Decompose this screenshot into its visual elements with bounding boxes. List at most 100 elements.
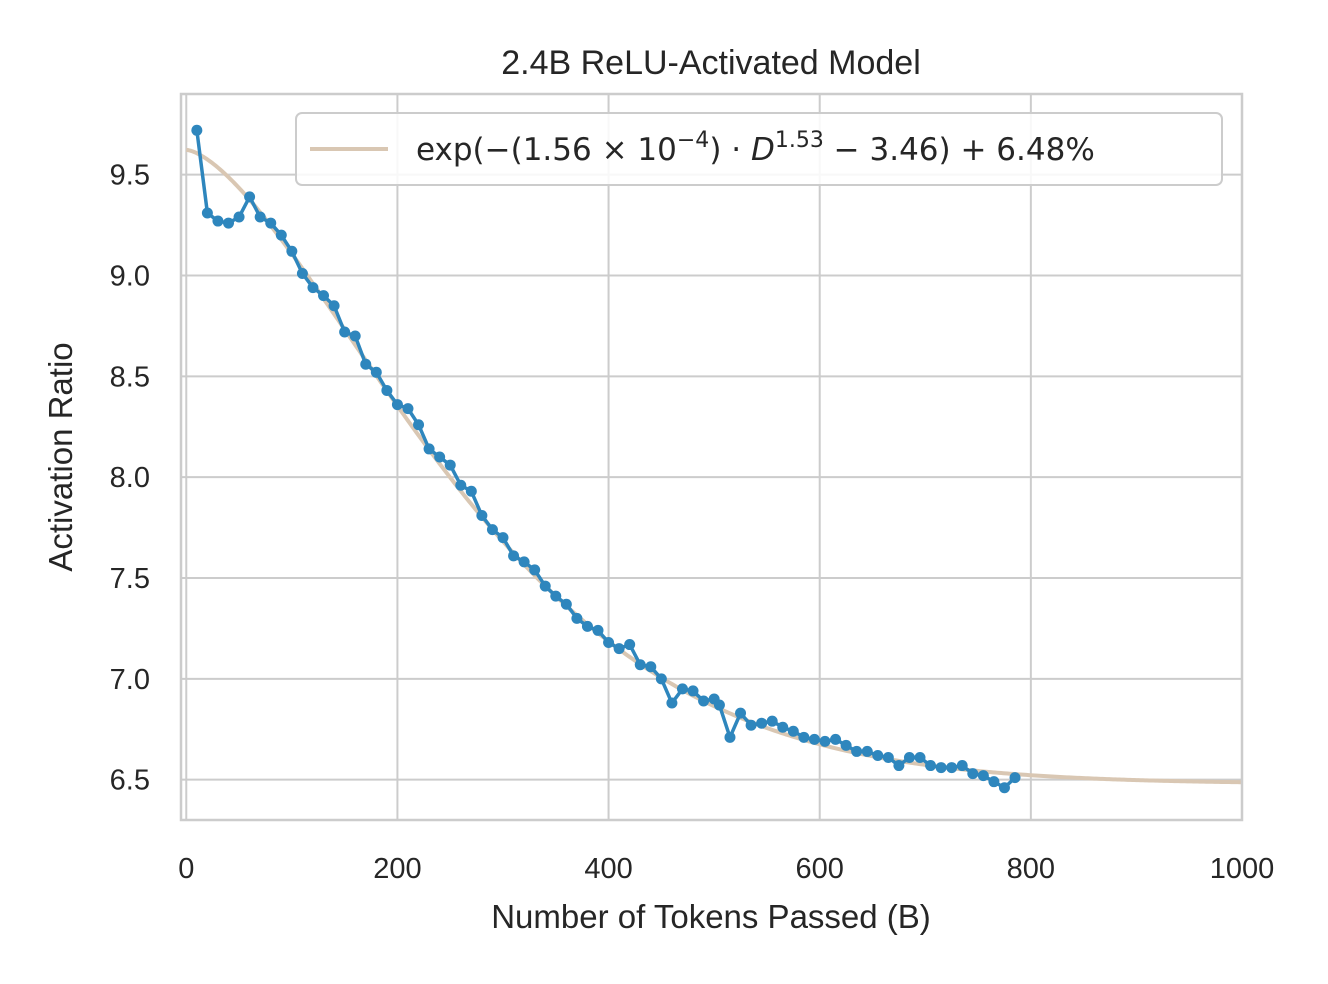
observed-point bbox=[676, 683, 688, 695]
observed-point bbox=[244, 191, 256, 203]
observed-point bbox=[212, 215, 224, 227]
observed-point bbox=[201, 207, 213, 219]
x-tick-label: 200 bbox=[373, 853, 421, 885]
observed-point bbox=[766, 715, 778, 727]
observed-point bbox=[903, 751, 915, 763]
legend: exp(−(1.56 × 10−4) · D1.53 − 3.46) + 6.4… bbox=[295, 112, 1223, 186]
observed-point bbox=[476, 509, 488, 521]
observed-point bbox=[455, 479, 467, 491]
observed-point bbox=[254, 211, 266, 223]
legend-formula-exponent-2: 1.53 bbox=[775, 128, 824, 153]
observed-point bbox=[318, 290, 330, 302]
observed-series-layer bbox=[191, 124, 1021, 794]
observed-point bbox=[956, 760, 968, 772]
y-tick-label: 7.0 bbox=[110, 664, 150, 696]
x-tick-label: 600 bbox=[796, 853, 844, 885]
y-tick-label: 8.5 bbox=[110, 361, 150, 393]
observed-point bbox=[265, 217, 277, 229]
x-axis-ticks: 0 200 400 600 800 1000 bbox=[178, 853, 1274, 885]
observed-point bbox=[787, 725, 799, 737]
observed-point bbox=[967, 768, 979, 780]
observed-point bbox=[465, 485, 477, 497]
observed-point bbox=[423, 443, 435, 455]
observed-point bbox=[1009, 772, 1021, 784]
observed-point bbox=[328, 300, 340, 312]
observed-point bbox=[307, 282, 319, 294]
observed-point bbox=[233, 211, 245, 223]
observed-point bbox=[360, 358, 372, 370]
observed-point bbox=[687, 685, 699, 697]
observed-point bbox=[339, 326, 351, 338]
x-tick-label: 0 bbox=[178, 853, 194, 885]
observed-point bbox=[381, 384, 393, 396]
legend-formula-prefix: exp(−(1.56 × 10 bbox=[416, 132, 677, 168]
observed-point bbox=[286, 245, 298, 257]
observed-point bbox=[882, 751, 894, 763]
x-tick-label: 1000 bbox=[1210, 853, 1275, 885]
y-tick-label: 9.0 bbox=[110, 261, 150, 293]
legend-formula-exponent-1: −4 bbox=[677, 128, 709, 153]
observed-point bbox=[349, 330, 361, 342]
observed-point bbox=[998, 782, 1010, 794]
observed-point bbox=[539, 580, 551, 592]
observed-point bbox=[518, 556, 530, 568]
legend-formula-variable: D bbox=[751, 132, 775, 168]
observed-point bbox=[840, 739, 852, 751]
observed-point bbox=[756, 717, 768, 729]
observed-point bbox=[713, 699, 725, 711]
observed-point bbox=[486, 524, 498, 536]
observed-point bbox=[550, 590, 562, 602]
legend-box bbox=[295, 112, 1223, 186]
legend-formula-suffix: − 3.46) + 6.48% bbox=[824, 132, 1095, 168]
observed-point bbox=[935, 762, 947, 774]
observed-point bbox=[402, 403, 414, 415]
observed-point bbox=[592, 624, 604, 636]
observed-point bbox=[508, 550, 520, 562]
y-tick-label: 6.5 bbox=[110, 765, 150, 797]
plot-frame bbox=[179, 92, 1244, 822]
observed-point bbox=[735, 707, 747, 719]
y-tick-label: 7.5 bbox=[110, 563, 150, 595]
y-axis-title: Activation Ratio bbox=[42, 342, 79, 571]
x-tick-label: 800 bbox=[1007, 853, 1055, 885]
observed-point bbox=[560, 598, 572, 610]
observed-point bbox=[296, 267, 308, 279]
observed-point bbox=[977, 770, 989, 782]
observed-point bbox=[223, 217, 235, 229]
observed-point bbox=[529, 564, 541, 576]
observed-point bbox=[603, 637, 615, 649]
observed-point bbox=[581, 620, 593, 632]
x-axis-title: Number of Tokens Passed (B) bbox=[491, 898, 931, 935]
observed-point bbox=[613, 643, 625, 655]
observed-point bbox=[808, 733, 820, 745]
y-axis-ticks: 6.5 7.0 7.5 8.0 8.5 9.0 9.5 bbox=[110, 160, 150, 797]
observed-point bbox=[370, 366, 382, 378]
observed-point bbox=[634, 659, 646, 671]
chart-title: 2.4B ReLU-Activated Model bbox=[501, 44, 921, 82]
observed-point bbox=[893, 760, 905, 772]
observed-point bbox=[851, 745, 863, 757]
observed-point bbox=[391, 399, 403, 411]
observed-point bbox=[872, 749, 884, 761]
y-tick-label: 8.0 bbox=[110, 462, 150, 494]
observed-point bbox=[724, 731, 736, 743]
observed-point bbox=[191, 124, 203, 136]
observed-point bbox=[666, 697, 678, 709]
observed-point bbox=[798, 731, 810, 743]
observed-point bbox=[645, 661, 657, 673]
grid-lines bbox=[181, 94, 1243, 820]
observed-point bbox=[946, 762, 958, 774]
observed-point bbox=[434, 451, 446, 463]
observed-point bbox=[413, 419, 425, 431]
observed-point bbox=[444, 459, 456, 471]
observed-point bbox=[819, 735, 831, 747]
legend-formula-mid: ) · bbox=[709, 132, 751, 168]
observed-point bbox=[914, 751, 926, 763]
observed-point bbox=[745, 719, 757, 731]
observed-point bbox=[777, 721, 789, 733]
observed-point bbox=[655, 673, 667, 685]
observed-point bbox=[988, 776, 1000, 788]
x-tick-label: 400 bbox=[584, 853, 632, 885]
observed-point bbox=[830, 733, 842, 745]
